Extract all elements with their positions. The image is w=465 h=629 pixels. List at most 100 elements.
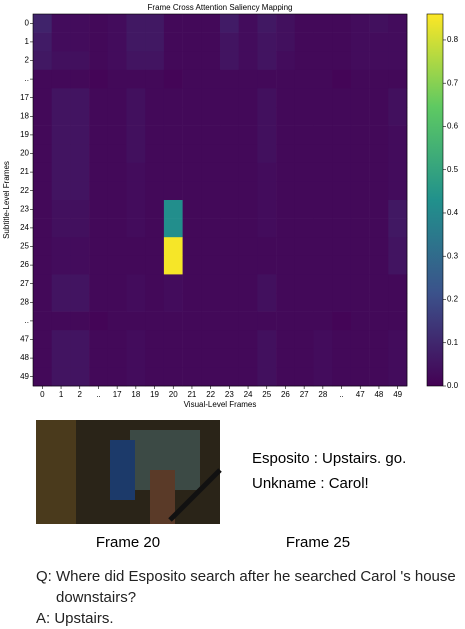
heatmap-cell — [313, 274, 333, 294]
heatmap-cell — [51, 348, 71, 368]
heatmap-cell — [294, 32, 314, 52]
x-tick-label: 26 — [281, 390, 290, 399]
heatmap-cell — [220, 311, 239, 331]
heatmap-cell — [220, 330, 239, 350]
heatmap-cell — [276, 69, 296, 89]
heatmap-cell — [257, 88, 277, 108]
heatmap-cell — [70, 69, 90, 89]
heatmap-cell — [350, 14, 370, 33]
heatmap-cell — [89, 88, 109, 108]
heatmap-cell — [276, 51, 296, 71]
heatmap-cell — [126, 125, 146, 145]
heatmap-cell — [182, 330, 202, 350]
heatmap-cell — [313, 367, 333, 387]
heatmap-cell — [294, 293, 314, 312]
heatmap-cell — [126, 274, 146, 294]
heatmap-cell — [182, 200, 202, 219]
heatmap-cell — [70, 274, 90, 294]
heatmap-cell — [220, 200, 239, 219]
heatmap-cell — [70, 255, 90, 275]
heatmap-cell — [33, 200, 52, 219]
heatmap-cell — [163, 311, 183, 331]
heatmap-cell — [201, 255, 221, 275]
heatmap-cell — [332, 51, 352, 71]
heatmap-cell — [163, 274, 183, 294]
heatmap-cell — [350, 162, 370, 182]
heatmap-cell — [126, 237, 146, 257]
heatmap-cell — [332, 144, 352, 164]
heatmap-cell — [33, 181, 52, 201]
heatmap-cell — [33, 367, 52, 387]
heatmap-cell — [163, 367, 183, 387]
heatmap-cell — [89, 348, 109, 368]
heatmap-cell — [201, 293, 221, 312]
heatmap-cell — [257, 181, 277, 201]
y-tick-label: 18 — [20, 111, 29, 120]
heatmap-cell — [126, 181, 146, 201]
heatmap-cell — [238, 144, 258, 164]
heatmap-cell — [33, 144, 52, 164]
heatmap-cell — [350, 181, 370, 201]
heatmap-cell — [126, 293, 146, 312]
heatmap-cell — [220, 125, 239, 145]
heatmap-cell — [201, 14, 221, 33]
heatmap-cell — [294, 51, 314, 71]
heatmap-cell — [51, 51, 71, 71]
y-tick-label: 27 — [20, 279, 29, 288]
heatmap-cell — [257, 69, 277, 89]
x-tick-label: 1 — [59, 390, 64, 399]
colorbar-tick-label: 0.0 — [447, 381, 459, 390]
heatmap-cell — [257, 107, 277, 126]
heatmap-cell — [350, 274, 370, 294]
heatmap-cell — [388, 293, 408, 312]
heatmap-cell — [388, 144, 408, 164]
heatmap-cell — [294, 330, 314, 350]
heatmap-cell — [350, 200, 370, 219]
heatmap-cell — [350, 311, 370, 331]
image-caption: Frame 20 — [96, 534, 160, 551]
colorbar-tick-label: 0.1 — [447, 338, 459, 347]
heatmap-cell — [332, 311, 352, 331]
qa-block: Q: Where did Esposito search after he se… — [36, 566, 456, 629]
heatmap-cell — [145, 51, 165, 71]
heatmap-cell — [107, 107, 127, 126]
heatmap-cell — [313, 255, 333, 275]
heatmap-cell — [332, 367, 352, 387]
colorbar-tick-label: 0.7 — [447, 78, 459, 87]
plot-frame — [32, 13, 408, 387]
heatmap-cell — [369, 32, 389, 52]
heatmap-cell — [276, 107, 296, 126]
y-axis-label: Subtitle-Level Frames — [2, 161, 11, 239]
heatmap-cell — [220, 181, 239, 201]
heatmap-cell — [332, 293, 352, 312]
heatmap-cell — [350, 51, 370, 71]
heatmap-cell — [388, 69, 408, 89]
heatmap-cell — [388, 32, 408, 52]
heatmap-cell — [220, 32, 239, 52]
heatmap-cell — [70, 162, 90, 182]
heatmap-cell — [182, 51, 202, 71]
colorbar-tick-label: 0.8 — [447, 35, 459, 44]
y-tick-label: 47 — [20, 335, 29, 344]
chart-title: Frame Cross Attention Saliency Mapping — [148, 3, 293, 12]
heatmap-cell — [350, 293, 370, 312]
subtitle-caption: Frame 25 — [286, 534, 350, 551]
heatmap-cell — [145, 69, 165, 89]
heatmap-cell — [126, 218, 146, 238]
heatmap-cell — [145, 311, 165, 331]
heatmap-cell — [89, 125, 109, 145]
heatmap-cell — [33, 69, 52, 89]
heatmap-cell — [201, 367, 221, 387]
heatmap-cell — [126, 367, 146, 387]
heatmap-cell — [33, 218, 52, 238]
heatmap-cell — [163, 51, 183, 71]
heatmap-cell — [163, 181, 183, 201]
heatmap-cell — [220, 144, 239, 164]
heatmap-cell — [33, 293, 52, 312]
heatmap-cell — [294, 144, 314, 164]
heatmap-cell — [313, 218, 333, 238]
heatmap-cell — [145, 14, 165, 33]
heatmap-cell — [220, 237, 239, 257]
heatmap-cell — [89, 181, 109, 201]
